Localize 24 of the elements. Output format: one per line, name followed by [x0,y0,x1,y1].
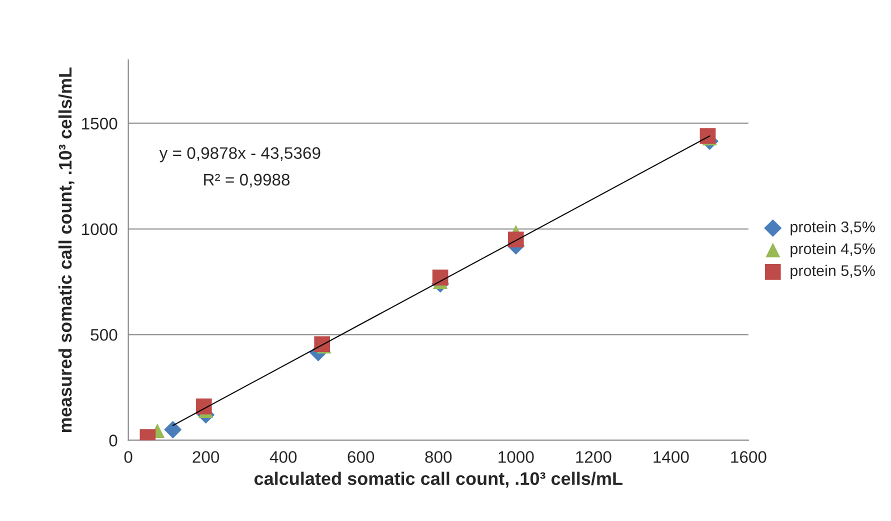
annotation: R² = 0,9988 [204,174,290,188]
y-axis-title: measured somatic call count, .10³ cells/mL [58,67,74,432]
x-tick-label: 1000 [498,451,534,463]
x-tick-label: 400 [270,451,297,463]
y-tick-label: 0 [109,434,118,446]
x-axis-title: calculated somatic call count, .10³ cells/mL [254,472,622,488]
point [432,270,448,286]
x-tick-label: 0 [124,451,132,463]
x-tick-label: 600 [348,451,374,463]
point [508,232,524,248]
legend-label: protein 5,5% [790,264,875,280]
x-tick-label: 800 [425,451,452,463]
legend-label: protein 3,5% [790,221,875,236]
x-tick-label: 1400 [654,451,689,463]
y-tick-label: 1000 [82,223,118,236]
annotation: y = 0,9878x - 43,5369 [159,147,320,162]
y-tick-label: 1500 [82,118,118,130]
y-tick-label: 500 [90,329,118,341]
x-tick-label: 200 [192,451,220,463]
legend-label: protein 4,5% [790,242,875,258]
point [164,420,182,438]
x-tick-label: 1600 [731,451,766,463]
x-tick-label: 1200 [576,451,612,463]
point [196,398,212,414]
